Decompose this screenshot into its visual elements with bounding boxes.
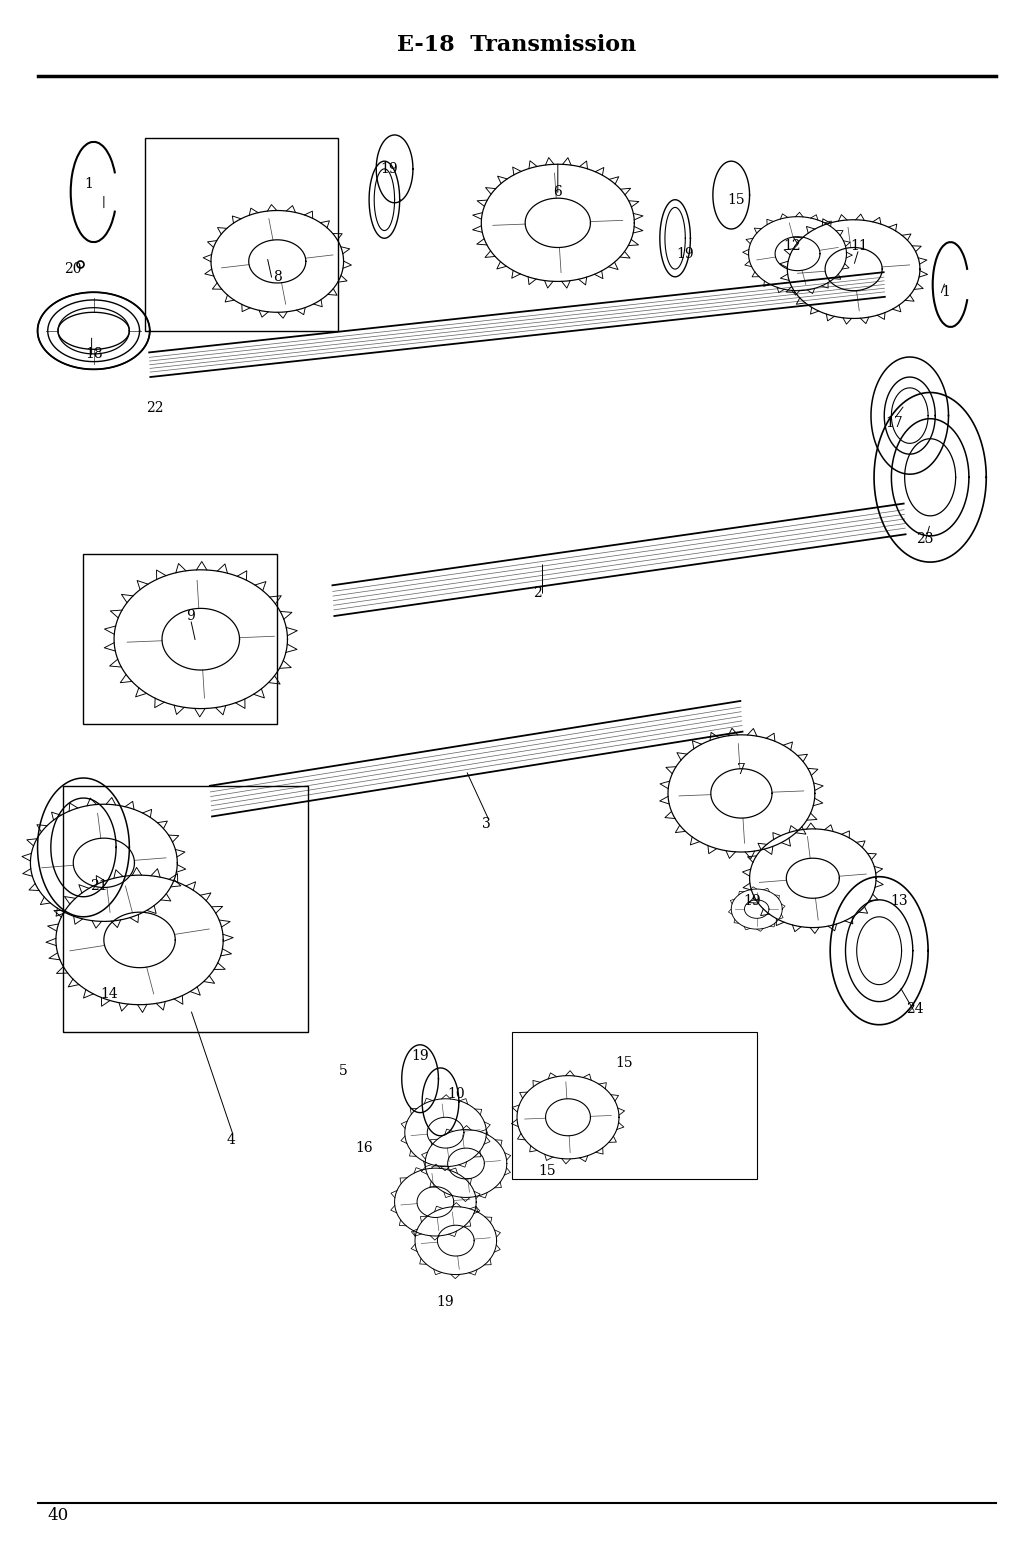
Text: 23: 23: [916, 532, 934, 546]
Text: 21: 21: [90, 879, 108, 893]
Text: 1: 1: [941, 285, 950, 299]
Text: 19: 19: [742, 895, 760, 909]
Text: 5: 5: [339, 1064, 348, 1078]
Text: 8: 8: [273, 269, 281, 283]
Text: 4: 4: [226, 1133, 236, 1147]
Text: 15: 15: [615, 1057, 633, 1071]
Text: 15: 15: [728, 193, 746, 207]
Text: 19: 19: [412, 1049, 429, 1063]
Text: 24: 24: [906, 1002, 923, 1016]
Text: 20: 20: [64, 261, 82, 275]
Text: 15: 15: [539, 1164, 556, 1178]
Text: 2: 2: [534, 587, 542, 601]
Text: 19: 19: [436, 1295, 454, 1309]
Text: 19: 19: [676, 247, 694, 261]
Text: 3: 3: [482, 817, 491, 831]
Text: 10: 10: [447, 1088, 464, 1102]
Text: 40: 40: [48, 1506, 69, 1523]
Text: 19: 19: [381, 162, 398, 176]
Text: 22: 22: [146, 401, 163, 415]
Text: 1: 1: [84, 177, 93, 191]
Text: 9: 9: [186, 608, 195, 622]
Text: 7: 7: [737, 764, 746, 778]
Text: 6: 6: [553, 185, 562, 199]
Text: 14: 14: [100, 987, 118, 1001]
Text: E-18  Transmission: E-18 Transmission: [397, 34, 637, 56]
Text: 11: 11: [850, 240, 868, 254]
Text: 12: 12: [784, 240, 801, 254]
Text: 16: 16: [355, 1141, 373, 1155]
Text: 13: 13: [890, 895, 908, 909]
Text: 18: 18: [85, 347, 102, 361]
Text: 17: 17: [885, 417, 904, 431]
